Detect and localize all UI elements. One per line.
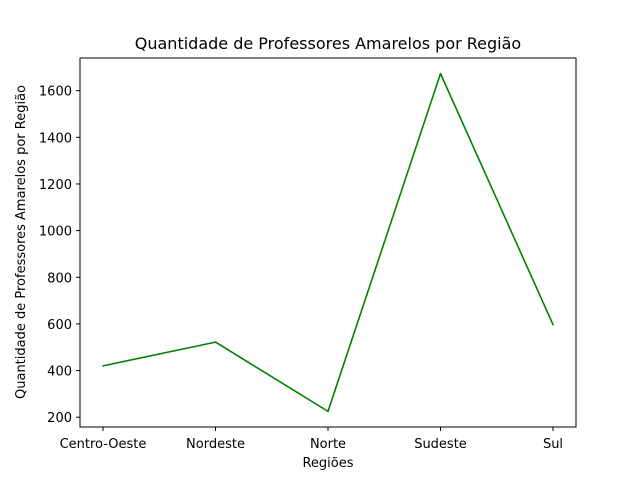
chart-title: Quantidade de Professores Amarelos por R… <box>135 34 521 53</box>
y-tick-label: 600 <box>47 318 72 333</box>
y-tick-label: 200 <box>47 411 72 426</box>
x-axis: Centro-Oeste Nordeste Norte Sudeste Sul <box>60 427 563 452</box>
y-tick-label: 400 <box>47 365 72 380</box>
y-tick-label: 1400 <box>39 131 72 146</box>
y-tick-label: 1200 <box>39 178 72 193</box>
y-axis: 200 400 600 800 1000 1200 1400 1600 <box>39 85 80 426</box>
x-axis-label: Regiões <box>302 456 353 471</box>
y-tick-label: 1600 <box>39 85 72 100</box>
plot-area: Centro-Oeste Nordeste Norte Sudeste Sul 200 4… <box>39 57 577 452</box>
data-point-sul <box>552 323 554 326</box>
y-tick-label: 1000 <box>39 225 72 240</box>
series-layer <box>102 72 554 413</box>
x-tick-label: Sul <box>543 437 563 452</box>
x-tick-label: Nordeste <box>186 437 245 452</box>
x-tick-label: Centro-Oeste <box>60 437 147 452</box>
data-point-centro-oeste <box>102 365 104 367</box>
data-point-sudeste <box>439 72 442 75</box>
data-point-norte <box>327 410 329 413</box>
x-tick-label: Sudeste <box>414 437 467 452</box>
y-tick-label: 800 <box>47 271 72 286</box>
y-axis-label: Quantidade de Professores Amarelos por R… <box>14 85 29 399</box>
x-tick-label: Norte <box>310 437 346 452</box>
data-point-nordeste <box>214 341 217 343</box>
